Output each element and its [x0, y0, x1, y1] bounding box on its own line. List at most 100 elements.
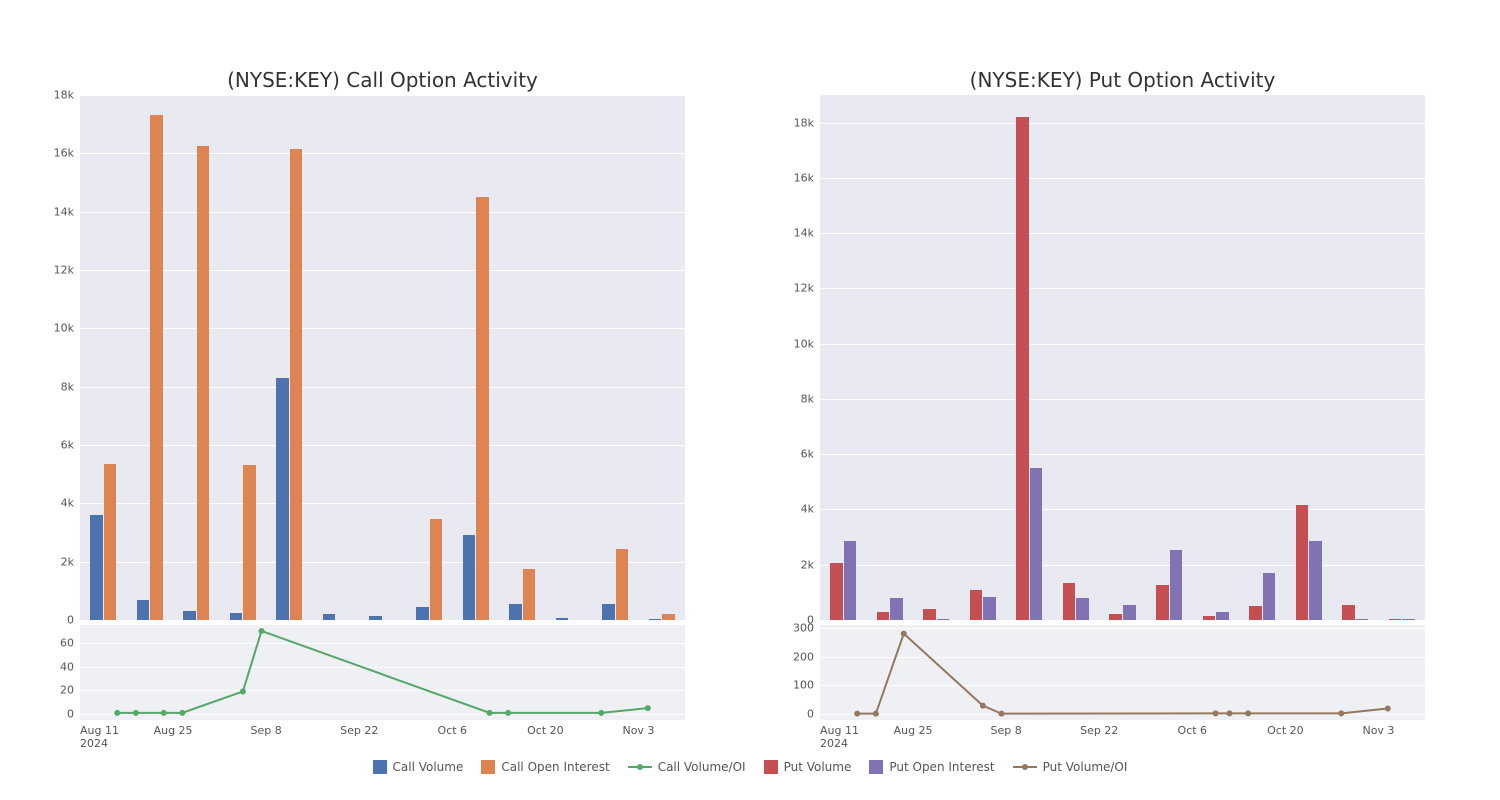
legend-item: Call Volume/OI: [628, 760, 746, 774]
ytick-label: 8k: [780, 392, 814, 405]
put-ratio-marker: [1213, 710, 1219, 716]
gridline: [820, 233, 1425, 234]
call-ratio-marker: [598, 710, 604, 716]
ytick-label: 100: [780, 679, 814, 692]
legend-item: Put Open Interest: [869, 760, 994, 774]
ytick-label: 10k: [780, 337, 814, 350]
call-bar: [509, 604, 522, 620]
ytick-label: 0: [780, 708, 814, 721]
call-ratio-marker: [114, 710, 120, 716]
legend-label: Call Volume: [393, 760, 464, 774]
legend-label: Put Volume: [784, 760, 852, 774]
put-bar: [1123, 605, 1136, 620]
legend-item: Put Volume: [764, 760, 852, 774]
put-bar: [1016, 117, 1029, 620]
call-ratio-marker: [645, 705, 651, 711]
put-bar: [1076, 598, 1089, 620]
call-ratio-marker: [133, 710, 139, 716]
put-bar: [1356, 619, 1369, 620]
xtick-label: Oct 20: [527, 724, 564, 737]
put-bar: [1063, 583, 1076, 620]
call-bar: [290, 149, 303, 620]
xtick-label: Oct 6: [438, 724, 468, 737]
call-bar: [616, 549, 629, 620]
put-bar: [1389, 619, 1402, 620]
call-bar: [137, 600, 150, 620]
call-bar: [556, 618, 569, 620]
call-bar: [662, 614, 675, 620]
put-bar: [923, 609, 936, 620]
ytick-label: 6k: [40, 439, 74, 452]
gridline: [820, 620, 1425, 621]
ytick-label: 20: [40, 684, 74, 697]
put-bar: [1203, 616, 1216, 620]
call-ratio-marker: [505, 710, 511, 716]
call-ratio-marker: [240, 689, 246, 695]
ytick-label: 2k: [40, 555, 74, 568]
gridline: [80, 153, 685, 154]
gridline: [80, 387, 685, 388]
gridline: [80, 562, 685, 563]
call-ratio-marker: [161, 710, 167, 716]
ytick-label: 60: [40, 636, 74, 649]
ytick-label: 40: [40, 660, 74, 673]
put-bar: [1030, 468, 1043, 620]
put-ratio-marker: [999, 711, 1005, 717]
figure: (NYSE:KEY) Call Option Activity (NYSE:KE…: [0, 0, 1500, 800]
call-bar: [230, 613, 243, 620]
call-bar: [430, 519, 443, 620]
legend-swatch: [869, 760, 883, 774]
put-bar: [1342, 605, 1355, 620]
call-bar: [150, 115, 163, 620]
put-ratio-marker: [1227, 710, 1233, 716]
legend-line-icon: [1013, 766, 1037, 768]
put-bar: [1309, 541, 1322, 620]
call-bar: [463, 535, 476, 620]
put-bar: [844, 541, 857, 620]
gridline: [820, 178, 1425, 179]
ytick-label: 8k: [40, 380, 74, 393]
call-bar: [416, 607, 429, 620]
call-bar: [197, 146, 210, 620]
call-bar: [602, 604, 615, 620]
gridline: [80, 270, 685, 271]
call-bar: [104, 464, 117, 620]
right-line-chart: 0100200300Aug 112024Aug 25Sep 8Sep 22Oct…: [820, 625, 1425, 720]
put-bar: [1263, 573, 1276, 620]
gridline: [820, 565, 1425, 566]
gridline: [820, 344, 1425, 345]
ytick-label: 18k: [40, 89, 74, 102]
xtick-label: Oct 20: [1267, 724, 1304, 737]
put-ratio-marker: [901, 631, 907, 637]
ytick-label: 2k: [780, 558, 814, 571]
ytick-label: 12k: [40, 264, 74, 277]
ytick-label: 18k: [780, 116, 814, 129]
gridline: [820, 288, 1425, 289]
xtick-label: Sep 8: [991, 724, 1022, 737]
call-bar: [183, 611, 196, 620]
call-ratio-marker: [487, 710, 493, 716]
call-bar: [476, 197, 489, 620]
xtick-label: Nov 3: [622, 724, 654, 737]
legend-swatch: [373, 760, 387, 774]
gridline: [80, 212, 685, 213]
xtick-label: Sep 22: [1080, 724, 1118, 737]
xtick-label: Sep 8: [251, 724, 282, 737]
ytick-label: 4k: [40, 497, 74, 510]
put-ratio-marker: [1385, 705, 1391, 711]
legend-item: Call Volume: [373, 760, 464, 774]
gridline: [80, 445, 685, 446]
put-bar: [1109, 614, 1122, 620]
ytick-label: 4k: [780, 503, 814, 516]
call-ratio-line: [117, 631, 648, 713]
put-bar: [983, 597, 996, 620]
xtick-label: Aug 25: [894, 724, 933, 737]
left-line-chart: 0204060Aug 112024Aug 25Sep 8Sep 22Oct 6O…: [80, 625, 685, 720]
put-bar: [970, 590, 983, 620]
right-bar-chart: 02k4k6k8k10k12k14k16k18k: [820, 95, 1425, 620]
gridline: [80, 620, 685, 621]
put-ratio-marker: [980, 703, 986, 709]
put-ratio-marker: [1338, 710, 1344, 716]
put-bar: [877, 612, 890, 620]
put-ratio-marker: [854, 711, 860, 717]
